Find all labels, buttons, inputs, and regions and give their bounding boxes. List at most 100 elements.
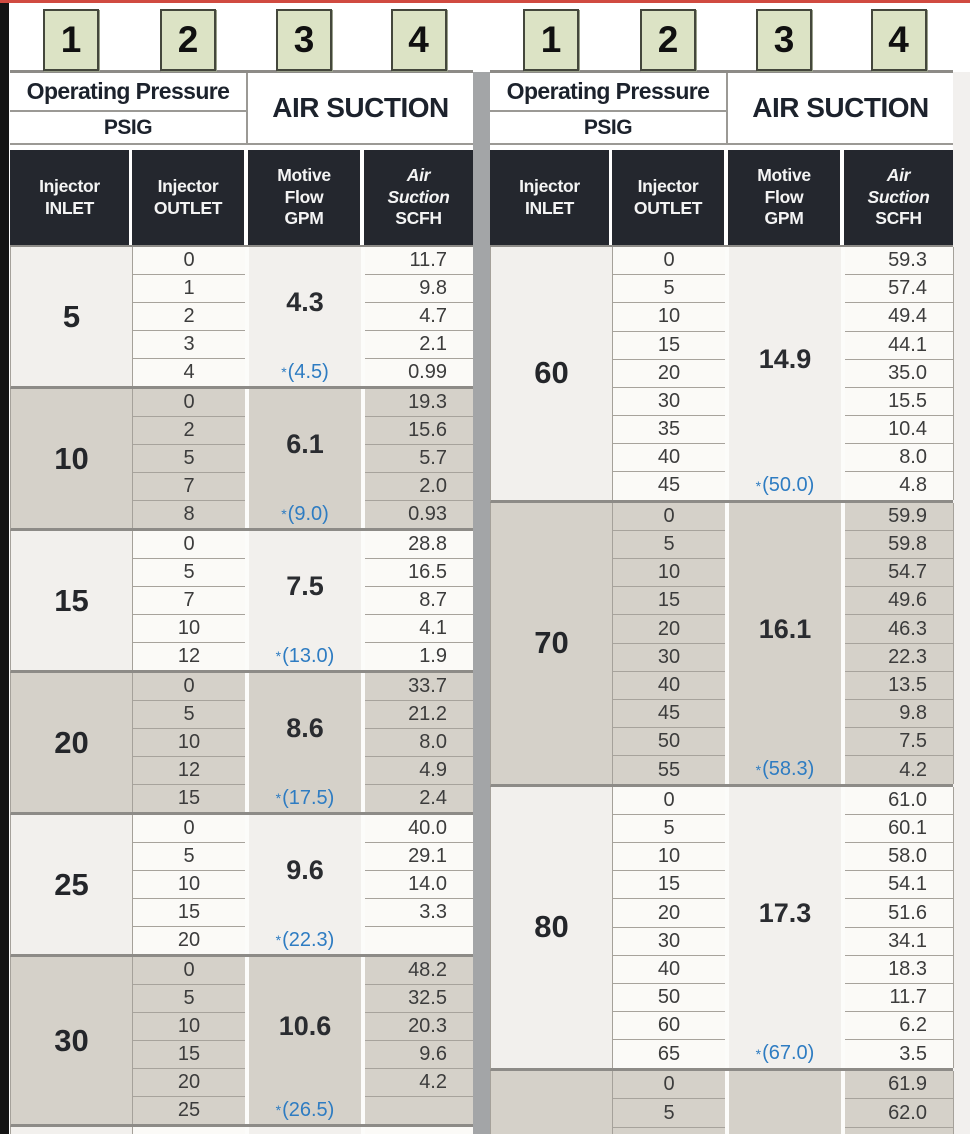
outlet-column: 0 5 10 15 20 30 40 50 60 65 [613, 786, 725, 1068]
motive-flow-max-value: * (58.3) [755, 758, 815, 781]
motive-flow-column [729, 1071, 841, 1134]
motive-flow-value: 17.3 [758, 897, 812, 928]
outlet-value: 5 [613, 275, 725, 304]
pressure-group-partial [10, 1127, 474, 1134]
callout-badge-1: 1 [523, 9, 579, 71]
air-suction-value: 40.0 [365, 815, 473, 843]
air-suction-value: 5.7 [365, 445, 473, 473]
air-suction-value: 9.8 [365, 275, 473, 303]
air-suction-column: 61.0 60.1 58.0 54.1 51.6 34.1 18.3 11.7 6.2 3.5 [845, 786, 954, 1068]
outlet-value: 0 [133, 673, 245, 701]
air-suction-value: 15.6 [365, 417, 473, 445]
air-suction-value: 6.2 [845, 1012, 953, 1041]
air-suction-value: 2.4 [419, 787, 447, 809]
air-suction-value: 4.8 [845, 472, 953, 500]
column-header-line: Injector [637, 176, 699, 197]
air-suction-value: 9.6 [365, 1041, 473, 1070]
air-suction-value: 58.0 [845, 843, 953, 872]
air-suction-column: 28.8 16.5 8.7 4.1 1.9 [365, 531, 474, 670]
pressure-group-25: 25 0 5 10 15 20 9.6 * (22.3) 40.0 29.1 14.0 3.3 [10, 815, 474, 957]
motive-flow-value: 9.6 [286, 855, 324, 885]
air-suction-value: 54.1 [845, 871, 953, 900]
air-suction-value: 59.8 [845, 531, 953, 559]
page-top-red-line [0, 0, 970, 3]
air-suction-value: 22.3 [845, 644, 953, 672]
column-gap [361, 1127, 365, 1134]
motive-flow-max-value: * (17.5) [275, 786, 335, 809]
callout-badge-3: 3 [756, 9, 812, 71]
table-content: 1 2 3 4 Operating Pressure PSIG AIR SUCTION Inj… [10, 0, 954, 1134]
outlet-value: 15 [613, 587, 725, 616]
outlet-value: 0 [613, 786, 725, 815]
motive-flow-value: 6.1 [286, 429, 324, 459]
air-suction-value: 46.3 [845, 615, 953, 644]
motive-flow-value: 14.9 [758, 343, 812, 374]
callout-badge-4: 4 [390, 9, 447, 71]
air-suction-title: AIR SUCTION [726, 73, 953, 143]
air-suction-column: 48.2 32.5 20.3 9.6 4.2 [365, 957, 474, 1125]
pressure-group-partial: 0 5 61.9 62.0 [490, 1070, 954, 1134]
air-suction-value: 8.0 [365, 729, 473, 757]
outlet-value: 5 [613, 814, 725, 843]
column-header-line: Injector [39, 176, 100, 197]
inlet-value: 30 [11, 957, 133, 1125]
air-suction-value: 49.4 [845, 303, 953, 332]
motive-flow-column: 6.1 * (9.0) [249, 389, 361, 528]
column-gap [361, 673, 365, 812]
outlet-value: 40 [613, 955, 725, 985]
air-suction-value: 61.0 [845, 786, 953, 815]
air-suction-value: 62.0 [845, 1099, 953, 1129]
air-suction-value: 11.7 [845, 984, 953, 1013]
column-header-scfh: Air Suction SCFH [844, 150, 953, 245]
air-suction-value: 54.7 [845, 559, 953, 588]
motive-flow-max-value: * (67.0) [755, 1042, 815, 1065]
air-suction-value: 10.4 [845, 416, 953, 445]
outlet-column: 0 5 10 15 20 25 [133, 957, 245, 1124]
outlet-value: 5 [133, 445, 245, 473]
column-gap [841, 786, 845, 1068]
air-suction-value: 4.2 [365, 1069, 473, 1098]
outlet-value: 45 [613, 472, 725, 500]
air-suction-value: 16.5 [365, 559, 473, 587]
air-suction-value: 48.2 [365, 957, 473, 986]
column-header-line: Air [886, 165, 911, 186]
column-header-gpm: Motive Flow GPM [728, 150, 840, 245]
column-gap [361, 957, 365, 1125]
outlet-value: 50 [613, 984, 725, 1013]
outlet-value: 0 [613, 247, 725, 276]
callout-badge-4: 4 [870, 9, 927, 71]
motive-flow-column: 9.6 * (22.3) [249, 815, 361, 954]
column-gap [841, 502, 845, 784]
outlet-value: 40 [613, 672, 725, 701]
outlet-value: 12 [133, 757, 245, 785]
inlet-value: 20 [11, 673, 133, 812]
air-suction-column: 40.0 29.1 14.0 3.3 [365, 815, 474, 954]
column-header-row: Injector INLET Injector OUTLET Motive Flow GPM… [490, 150, 953, 247]
air-suction-value: 21.2 [365, 701, 473, 729]
inlet-value: 5 [11, 247, 133, 386]
outlet-value: 12 [133, 643, 245, 670]
air-suction-column [365, 1127, 474, 1134]
outlet-value: 20 [613, 899, 725, 928]
scan-right-edge [953, 72, 970, 1134]
outlet-value: 4 [133, 359, 245, 386]
column-header-line: OUTLET [153, 197, 223, 218]
air-suction-value: 51.6 [845, 899, 953, 928]
motive-flow-max-value: * (50.0) [755, 474, 815, 497]
motive-flow-max-value: * (9.0) [281, 502, 329, 525]
inlet-value [491, 1070, 613, 1134]
air-suction-value: 14.0 [365, 871, 473, 899]
air-suction-value: 15.5 [845, 387, 953, 417]
column-gap [361, 247, 365, 386]
pressure-group-15: 15 0 5 7 10 12 7.5 * (13.0) 28.8 16.5 8.7 4.1 1.9 [10, 531, 474, 673]
motive-flow-value [249, 1127, 361, 1134]
air-suction-column: 59.9 59.8 54.7 49.6 46.3 22.3 13.5 9.8 7.5 4.2 [845, 502, 954, 784]
table-title-block: Operating Pressure PSIG AIR SUCTION [10, 70, 473, 145]
asterisk-mark: * [281, 364, 287, 380]
outlet-value: 25 [177, 1099, 201, 1122]
motive-flow-column: 10.6 * (26.5) [249, 957, 361, 1124]
air-suction-value: 33.7 [365, 673, 473, 701]
air-suction-column: 19.3 15.6 5.7 2.0 0.93 [365, 389, 474, 528]
